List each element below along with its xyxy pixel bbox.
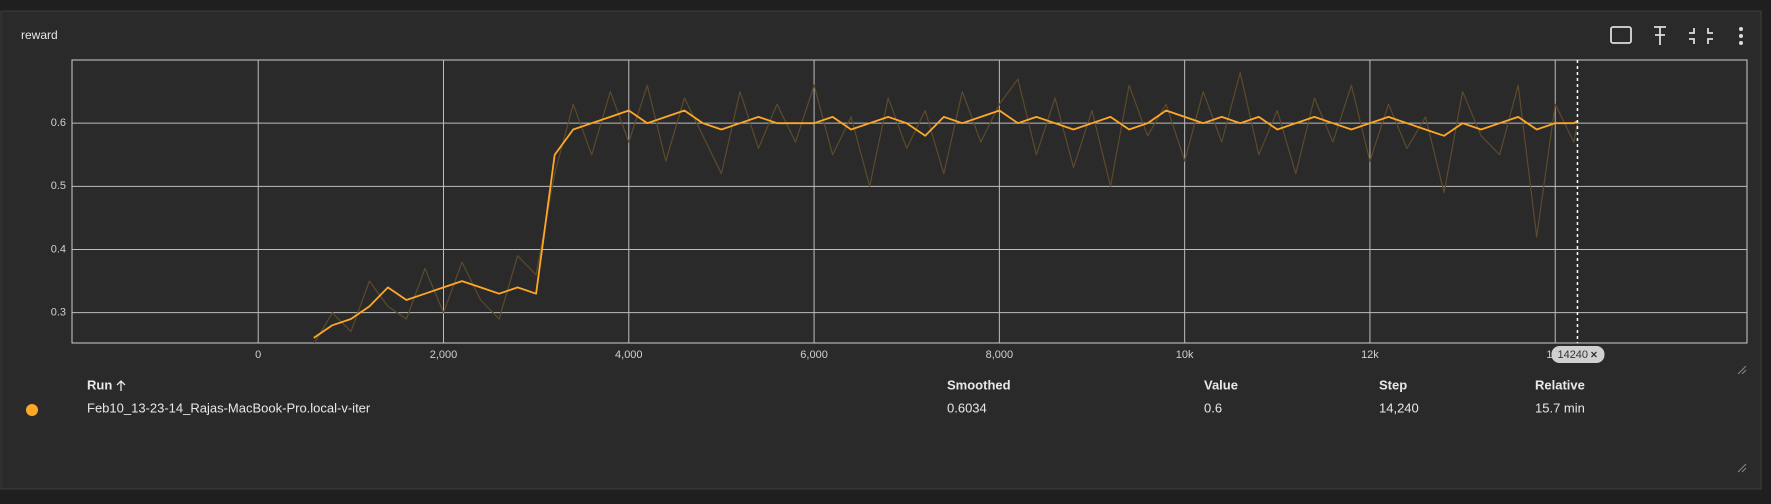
plot-area [71, 59, 1748, 344]
table: Run Smoothed Value Step Relative Feb10_13-23-… [26, 377, 1585, 416]
grid [72, 60, 1747, 343]
y-tick-label: 0.3 [51, 307, 66, 319]
x-tick-label: 12k [1361, 349, 1379, 361]
pin-button[interactable] [1654, 26, 1666, 45]
table-cell: 0.6034 [947, 400, 987, 415]
hover-badge-bg [1551, 346, 1605, 363]
column-header[interactable]: Run [87, 377, 112, 392]
x-tick-label: 4,000 [615, 349, 643, 361]
column-header[interactable]: Smoothed [947, 377, 1011, 392]
column-header[interactable]: Value [1204, 377, 1238, 392]
more-button[interactable] [1739, 27, 1743, 45]
sort-icon[interactable] [116, 380, 126, 391]
x-tick-label: 6,000 [800, 349, 828, 361]
smoothed-line [313, 109, 1578, 339]
table-cell: 14,240 [1379, 400, 1419, 415]
resize-handle [1737, 365, 1747, 375]
y-tick-label: 0.4 [51, 243, 66, 255]
column-header[interactable]: Step [1379, 377, 1407, 392]
table-cell: Feb10_13-23-14_Rajas-MacBook-Pro.local-v… [87, 400, 371, 415]
x-tick-label: 2,000 [430, 349, 458, 361]
x-tick-label: 10k [1176, 349, 1194, 361]
card-title: reward [21, 28, 58, 42]
resize-handle [1737, 463, 1747, 473]
fit-domain-button[interactable] [1610, 26, 1632, 44]
lines [313, 72, 1579, 343]
collapse-button[interactable] [1689, 28, 1713, 44]
table-cell: 15.7 min [1535, 400, 1585, 415]
hover-badge-close[interactable] [1591, 351, 1597, 358]
column-header[interactable]: Relative [1535, 377, 1585, 392]
hover-badge: 14240 [1551, 346, 1605, 363]
toolbar [1610, 26, 1713, 45]
hover-badge-label: 14240 [1557, 349, 1588, 361]
raw-line [313, 72, 1579, 343]
x-tick-label: 0 [255, 349, 261, 361]
y-tick-label: 0.5 [51, 180, 66, 192]
x-tick-label: 8,000 [986, 349, 1014, 361]
y-tick-label: 0.6 [51, 117, 66, 129]
run-color-dot [26, 404, 38, 416]
table-cell: 0.6 [1204, 400, 1222, 415]
